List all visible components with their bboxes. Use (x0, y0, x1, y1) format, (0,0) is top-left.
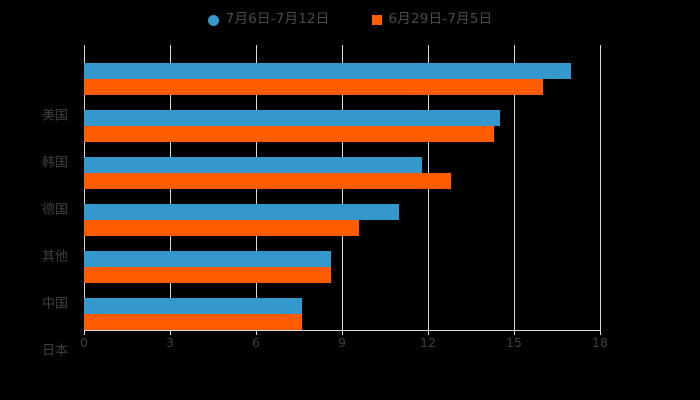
y-axis-label-2: 德国 (41, 202, 68, 218)
y-axis-labels: 美国 韩国 德国 其他 中国 日本 (0, 45, 76, 358)
x-tick-label-18: 18 (592, 335, 608, 350)
y-axis-label-4: 中国 (41, 296, 68, 312)
bar-series-a-5[interactable] (84, 298, 302, 314)
x-tick-mark-9 (342, 330, 343, 335)
bar-series-b-2[interactable] (84, 173, 451, 189)
bar-series-a-1[interactable] (84, 110, 500, 126)
chart-legend: 7月6日-7月12日 6月29日-7月5日 (0, 8, 700, 32)
x-tick-mark-6 (256, 330, 257, 335)
legend-label-series-a: 7月6日-7月12日 (225, 11, 330, 28)
bar-series-a-3[interactable] (84, 204, 400, 220)
x-tick-mark-12 (428, 330, 429, 335)
gridline-15 (514, 45, 515, 330)
x-tick-mark-18 (600, 330, 601, 335)
gridline-18 (600, 45, 601, 330)
x-tick-label-6: 6 (252, 335, 260, 350)
plot-area (84, 45, 601, 330)
legend-item-series-a[interactable]: 7月6日-7月12日 (207, 11, 330, 28)
x-tick-label-0: 0 (80, 335, 88, 350)
y-axis-label-3: 其他 (41, 249, 68, 265)
y-axis-label-0: 美国 (41, 108, 68, 124)
x-tick-label-15: 15 (506, 335, 522, 350)
legend-item-series-b[interactable]: 6月29日-7月5日 (371, 11, 493, 28)
bar-series-b-0[interactable] (84, 79, 543, 95)
bar-series-b-5[interactable] (84, 314, 302, 330)
bar-series-a-0[interactable] (84, 63, 572, 79)
bar-series-a-2[interactable] (84, 157, 423, 173)
x-tick-label-9: 9 (338, 335, 346, 350)
y-axis-label-5: 日本 (41, 343, 68, 359)
y-axis-label-1: 韩国 (41, 155, 68, 171)
x-tick-mark-0 (84, 330, 85, 335)
circle-marker-icon (207, 14, 219, 26)
legend-label-series-b: 6月29日-7月5日 (388, 11, 493, 28)
bar-series-b-3[interactable] (84, 220, 360, 236)
x-tick-label-12: 12 (420, 335, 436, 350)
bar-series-a-4[interactable] (84, 251, 331, 267)
x-tick-label-3: 3 (166, 335, 174, 350)
bar-series-b-1[interactable] (84, 126, 494, 142)
x-tick-mark-15 (514, 330, 515, 335)
square-marker-icon (371, 15, 382, 25)
x-tick-mark-3 (170, 330, 171, 335)
bar-series-b-4[interactable] (84, 267, 331, 283)
